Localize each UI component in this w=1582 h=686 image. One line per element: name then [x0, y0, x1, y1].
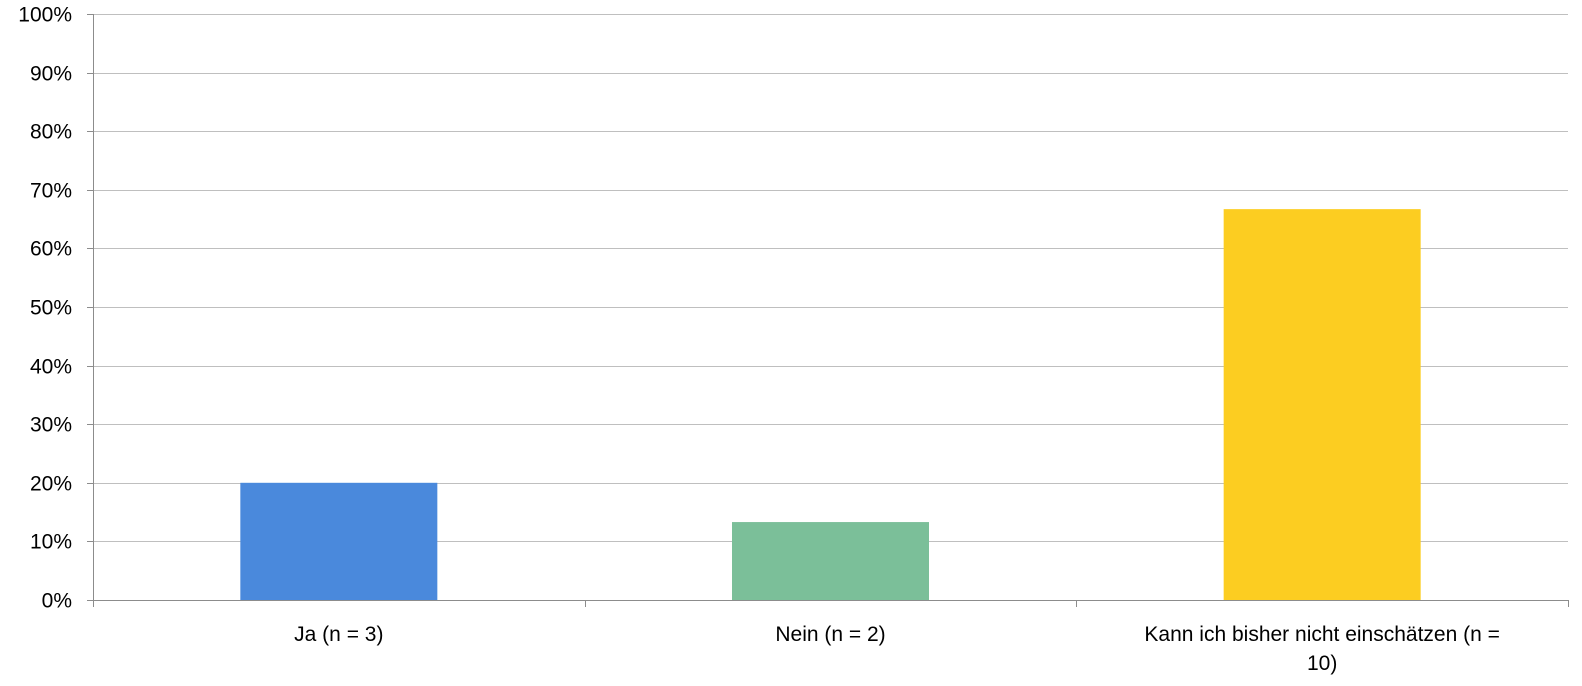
x-tick-labels: Ja (n = 3) Nein (n = 2) Kann ich bisher ni…	[294, 623, 1500, 675]
x-tick-label: Kann ich bisher nicht einschätzen (n =	[1144, 623, 1499, 646]
y-tick-label: 40%	[30, 356, 72, 379]
y-tick-label: 70%	[30, 180, 72, 203]
bar-2[interactable]	[732, 522, 929, 600]
y-tick-label: 10%	[30, 531, 72, 554]
bars	[240, 209, 1421, 600]
x-tick-label: Ja (n = 3)	[294, 623, 383, 646]
bar-3[interactable]	[1223, 209, 1421, 600]
axes	[87, 14, 1569, 607]
y-tick-label: 20%	[30, 473, 72, 496]
y-tick-label: 30%	[30, 414, 72, 437]
x-tick-label: 10)	[1307, 652, 1337, 675]
y-tick-label: 90%	[30, 63, 72, 86]
bar-1[interactable]	[240, 482, 438, 600]
y-tick-label: 60%	[30, 238, 72, 261]
y-tick-label: 0%	[42, 590, 72, 613]
y-tick-label: 80%	[30, 121, 72, 144]
x-tick-label: Nein (n = 2)	[775, 623, 885, 646]
y-tick-labels: 0% 10% 20% 30% 40% 50% 60% 70% 80% 90% 100%	[18, 4, 72, 613]
y-tick-label: 50%	[30, 297, 72, 320]
y-tick-label: 100%	[18, 4, 72, 27]
